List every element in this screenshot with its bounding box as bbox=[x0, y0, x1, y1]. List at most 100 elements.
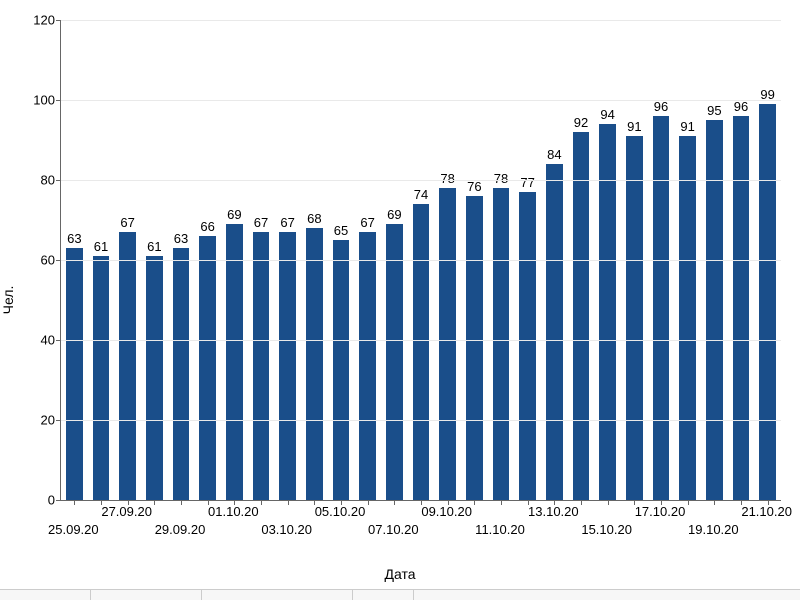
x-tick-label: 11.10.20 bbox=[475, 522, 525, 537]
y-tick-mark bbox=[56, 180, 61, 181]
bar-rect bbox=[466, 196, 483, 500]
tab-placeholder bbox=[414, 589, 800, 600]
y-tick-mark bbox=[56, 420, 61, 421]
bar: 84 bbox=[546, 164, 563, 500]
bar-rect bbox=[119, 232, 136, 500]
x-axis-ticks: 27.09.2001.10.2005.10.2009.10.2013.10.20… bbox=[60, 500, 780, 550]
bar-value-label: 67 bbox=[279, 215, 296, 232]
bar-rect bbox=[413, 204, 430, 500]
bar: 91 bbox=[679, 136, 696, 500]
y-tick-mark bbox=[56, 20, 61, 21]
bar-value-label: 66 bbox=[199, 219, 216, 236]
bar-value-label: 91 bbox=[679, 119, 696, 136]
bar-rect bbox=[546, 164, 563, 500]
bar-value-label: 63 bbox=[173, 231, 190, 248]
bar-value-label: 61 bbox=[93, 239, 110, 256]
tab-placeholder bbox=[202, 589, 353, 600]
tab-placeholder bbox=[353, 589, 414, 600]
bar-value-label: 74 bbox=[413, 187, 430, 204]
bar-value-label: 94 bbox=[599, 107, 616, 124]
y-tick-label: 60 bbox=[21, 253, 55, 268]
x-tick-label: 25.09.20 bbox=[48, 522, 99, 537]
x-tick-label: 27.09.20 bbox=[101, 504, 152, 519]
bar-rect bbox=[519, 192, 536, 500]
bar: 78 bbox=[439, 188, 456, 500]
y-axis-label: Чел. bbox=[0, 286, 16, 315]
bar-value-label: 63 bbox=[66, 231, 83, 248]
bar-value-label: 69 bbox=[386, 207, 403, 224]
x-tick-label: 13.10.20 bbox=[528, 504, 579, 519]
x-tick-label: 03.10.20 bbox=[261, 522, 312, 537]
bar-value-label: 67 bbox=[253, 215, 270, 232]
bar: 78 bbox=[493, 188, 510, 500]
y-tick-label: 80 bbox=[21, 173, 55, 188]
bar-chart: Чел. 63616761636669676768656769747876787… bbox=[0, 0, 800, 600]
bar-value-label: 96 bbox=[653, 99, 670, 116]
bar-rect bbox=[226, 224, 243, 500]
bar-rect bbox=[66, 248, 83, 500]
bar: 61 bbox=[93, 256, 110, 500]
plot-area: 6361676163666967676865676974787678778492… bbox=[60, 20, 781, 501]
bar-rect bbox=[733, 116, 750, 500]
bar: 67 bbox=[253, 232, 270, 500]
bar: 67 bbox=[119, 232, 136, 500]
y-tick-label: 0 bbox=[21, 493, 55, 508]
bottom-tab-strip bbox=[0, 589, 800, 600]
bar: 68 bbox=[306, 228, 323, 500]
bar-value-label: 99 bbox=[759, 87, 776, 104]
y-tick-mark bbox=[56, 100, 61, 101]
tab-placeholder bbox=[91, 589, 202, 600]
y-tick-label: 20 bbox=[21, 413, 55, 428]
bar-value-label: 69 bbox=[226, 207, 243, 224]
x-tick-label: 21.10.20 bbox=[741, 504, 792, 519]
bar: 61 bbox=[146, 256, 163, 500]
bar: 96 bbox=[653, 116, 670, 500]
bar-value-label: 67 bbox=[119, 215, 136, 232]
y-tick-label: 100 bbox=[21, 93, 55, 108]
bar-value-label: 91 bbox=[626, 119, 643, 136]
bar: 99 bbox=[759, 104, 776, 500]
x-tick-label: 19.10.20 bbox=[688, 522, 739, 537]
bar-value-label: 67 bbox=[359, 215, 376, 232]
bar: 76 bbox=[466, 196, 483, 500]
tab-placeholder bbox=[0, 589, 91, 600]
y-tick-label: 40 bbox=[21, 333, 55, 348]
bar-rect bbox=[493, 188, 510, 500]
bar-rect bbox=[173, 248, 190, 500]
bar-rect bbox=[386, 224, 403, 500]
bar-rect bbox=[93, 256, 110, 500]
bar-value-label: 68 bbox=[306, 211, 323, 228]
bar-value-label: 77 bbox=[519, 175, 536, 192]
bar-value-label: 61 bbox=[146, 239, 163, 256]
bar-value-label: 65 bbox=[333, 223, 350, 240]
bar-rect bbox=[253, 232, 270, 500]
y-tick-label: 120 bbox=[21, 13, 55, 28]
bar-rect bbox=[573, 132, 590, 500]
bar-value-label: 96 bbox=[733, 99, 750, 116]
x-tick-label: 15.10.20 bbox=[581, 522, 632, 537]
bar-rect bbox=[199, 236, 216, 500]
gridline bbox=[61, 420, 781, 421]
bar-rect bbox=[759, 104, 776, 500]
y-tick-mark bbox=[56, 340, 61, 341]
bar-rect bbox=[333, 240, 350, 500]
bar-rect bbox=[279, 232, 296, 500]
bar: 95 bbox=[706, 120, 723, 500]
gridline bbox=[61, 20, 781, 21]
gridline bbox=[61, 260, 781, 261]
bar: 66 bbox=[199, 236, 216, 500]
bar-rect bbox=[439, 188, 456, 500]
bar-rect bbox=[679, 136, 696, 500]
bar-value-label: 76 bbox=[466, 179, 483, 196]
bar: 69 bbox=[226, 224, 243, 500]
bar: 67 bbox=[359, 232, 376, 500]
bar-rect bbox=[359, 232, 376, 500]
gridline bbox=[61, 180, 781, 181]
bar: 67 bbox=[279, 232, 296, 500]
x-tick-label: 07.10.20 bbox=[368, 522, 419, 537]
bar-rect bbox=[146, 256, 163, 500]
bar: 91 bbox=[626, 136, 643, 500]
gridline bbox=[61, 340, 781, 341]
x-tick-label: 05.10.20 bbox=[315, 504, 366, 519]
bar: 65 bbox=[333, 240, 350, 500]
